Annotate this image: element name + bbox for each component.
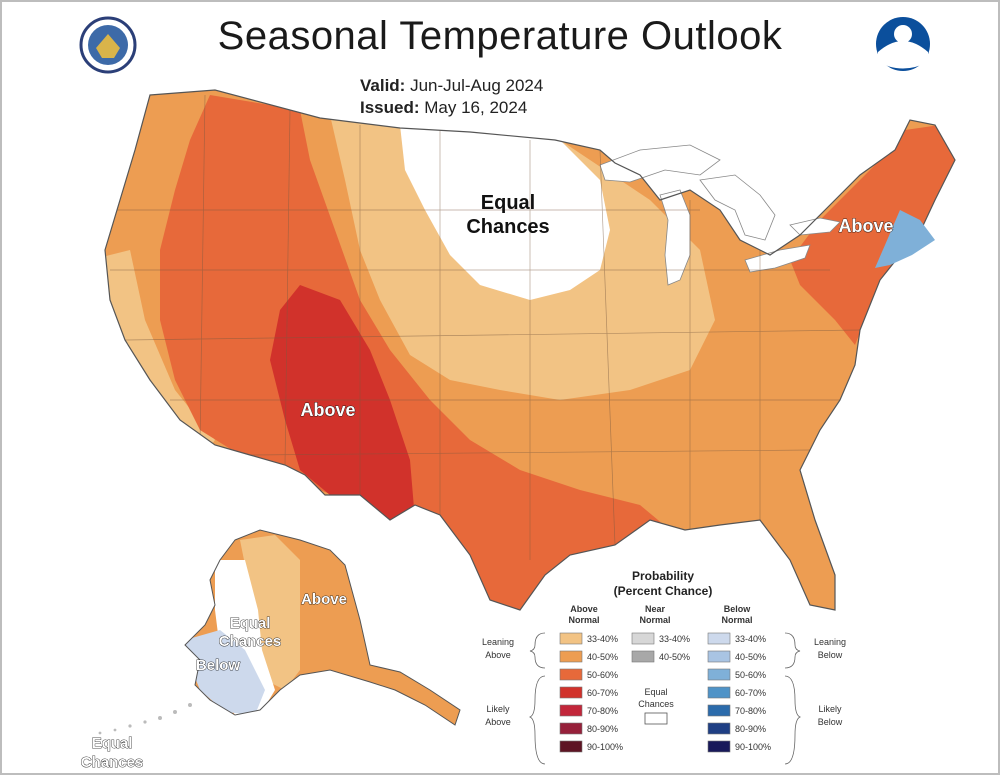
lake-superior bbox=[599, 144, 721, 183]
legend-above-range-5: 80-90% bbox=[587, 724, 618, 734]
label-alaska-equal-2: Chances bbox=[219, 633, 282, 650]
issued-value: May 16, 2024 bbox=[424, 98, 528, 117]
legend-below-swatch-3 bbox=[707, 686, 731, 699]
legend-col-near: Near bbox=[645, 604, 666, 614]
label-alaska-below: Below bbox=[196, 657, 241, 674]
legend-above-column: 33-40% 40-50% 50-60% 60-70% 70-80% 80-90% 90-1… bbox=[559, 632, 623, 753]
legend-below-range-5: 80-90% bbox=[735, 724, 766, 734]
legend-below-range-1: 40-50% bbox=[735, 652, 766, 662]
legend-leaning-below-2: Below bbox=[818, 650, 843, 660]
aleutian-islands bbox=[98, 703, 192, 735]
label-above-northeast: Above bbox=[838, 216, 893, 236]
zone-equal-chances bbox=[400, 125, 610, 300]
valid-value: Jun-Jul-Aug 2024 bbox=[410, 76, 544, 95]
legend-below-swatch-5 bbox=[707, 722, 731, 735]
label-equal-chances-north-2: Chances bbox=[466, 216, 549, 238]
legend-col-below-2: Normal bbox=[721, 615, 752, 625]
great-lakes bbox=[599, 144, 841, 286]
legend-near-swatch-1 bbox=[631, 650, 655, 663]
page-title: Seasonal Temperature Outlook bbox=[217, 14, 783, 58]
legend-likely-below: Likely bbox=[818, 704, 842, 714]
legend-above-swatch-3 bbox=[559, 686, 583, 699]
alaska-below-33-40 bbox=[185, 630, 265, 715]
legend-col-above: Above bbox=[570, 604, 598, 614]
legend-above-range-1: 40-50% bbox=[587, 652, 618, 662]
legend-leaning-above-2: Above bbox=[485, 650, 511, 660]
legend-col-above-2: Normal bbox=[568, 615, 599, 625]
legend-near-range-1: 40-50% bbox=[659, 652, 690, 662]
legend-col-near-2: Normal bbox=[639, 615, 670, 625]
legend-below-range-2: 50-60% bbox=[735, 670, 766, 680]
label-above-southwest: Above bbox=[300, 400, 355, 420]
lake-huron bbox=[699, 174, 776, 241]
issued-label: Issued: bbox=[360, 98, 420, 117]
annotation-mark bbox=[875, 210, 935, 268]
legend-equal: Equal bbox=[644, 687, 667, 697]
legend-above-range-6: 90-100% bbox=[587, 742, 623, 752]
legend-above-range-2: 50-60% bbox=[587, 670, 618, 680]
legend-equal-2: Chances bbox=[638, 699, 674, 709]
legend-likely-above: Likely bbox=[486, 704, 510, 714]
noaa-seal-icon bbox=[79, 16, 137, 74]
issued-line: Issued: May 16, 2024 bbox=[360, 98, 527, 118]
legend-above-swatch-2 bbox=[559, 668, 583, 681]
legend-subtitle: (Percent Chance) bbox=[614, 584, 713, 598]
legend-below-range-3: 60-70% bbox=[735, 688, 766, 698]
legend-swatch-equal-chances bbox=[644, 712, 668, 725]
lake-erie bbox=[744, 244, 811, 273]
legend-above-swatch-5 bbox=[559, 722, 583, 735]
legend-below-swatch-6 bbox=[707, 740, 731, 753]
legend-above-swatch-6 bbox=[559, 740, 583, 753]
legend-below-swatch-0 bbox=[707, 632, 731, 645]
legend-above-range-0: 33-40% bbox=[587, 634, 618, 644]
legend-above-swatch-4 bbox=[559, 704, 583, 717]
legend-below-swatch-4 bbox=[707, 704, 731, 717]
zone-above-60-70 bbox=[270, 285, 415, 545]
legend-col-below: Below bbox=[724, 604, 752, 614]
legend-below-range-6: 90-100% bbox=[735, 742, 771, 752]
legend-near-column: 33-40% 40-50% bbox=[631, 632, 690, 663]
zone-above-50-60 bbox=[160, 95, 670, 610]
alaska-above-33-40 bbox=[240, 535, 300, 690]
valid-label: Valid: bbox=[360, 76, 406, 95]
legend-leaning-below: Leaning bbox=[814, 637, 846, 647]
legend-below-swatch-1 bbox=[707, 650, 731, 663]
legend-above-swatch-1 bbox=[559, 650, 583, 663]
valid-line: Valid: Jun-Jul-Aug 2024 bbox=[360, 76, 543, 96]
label-alaska-equal: Equal bbox=[230, 615, 271, 632]
legend-below-swatch-2 bbox=[707, 668, 731, 681]
legend-below-range-0: 33-40% bbox=[735, 634, 766, 644]
state-lines bbox=[110, 94, 861, 560]
label-alaska-above: Above bbox=[301, 591, 347, 608]
legend-near-swatch-0 bbox=[631, 632, 655, 645]
label-alaska-equal-sw-2: Chances bbox=[81, 754, 144, 771]
legend-above-range-4: 70-80% bbox=[587, 706, 618, 716]
legend-above-range-3: 60-70% bbox=[587, 688, 618, 698]
legend-leaning-above: Leaning bbox=[482, 637, 514, 647]
noaa-logo-icon bbox=[876, 17, 930, 71]
legend-below-range-4: 70-80% bbox=[735, 706, 766, 716]
probability-legend: Probability (Percent Chance) Above Norma… bbox=[482, 569, 846, 765]
legend-below-column: 33-40% 40-50% 50-60% 60-70% 70-80% 80-90% 90-1… bbox=[707, 632, 771, 753]
lake-michigan bbox=[659, 189, 691, 286]
legend-likely-below-2: Below bbox=[818, 717, 843, 727]
label-alaska-equal-sw: Equal bbox=[92, 735, 133, 752]
legend-title: Probability bbox=[632, 569, 694, 583]
zone-above-33-40-coast bbox=[105, 250, 215, 460]
zone-above-50-60-northeast bbox=[790, 125, 955, 345]
legend-above-swatch-0 bbox=[559, 632, 583, 645]
legend-likely-above-2: Above bbox=[485, 717, 511, 727]
label-equal-chances-north: Equal bbox=[481, 192, 535, 214]
legend-near-range-0: 33-40% bbox=[659, 634, 690, 644]
